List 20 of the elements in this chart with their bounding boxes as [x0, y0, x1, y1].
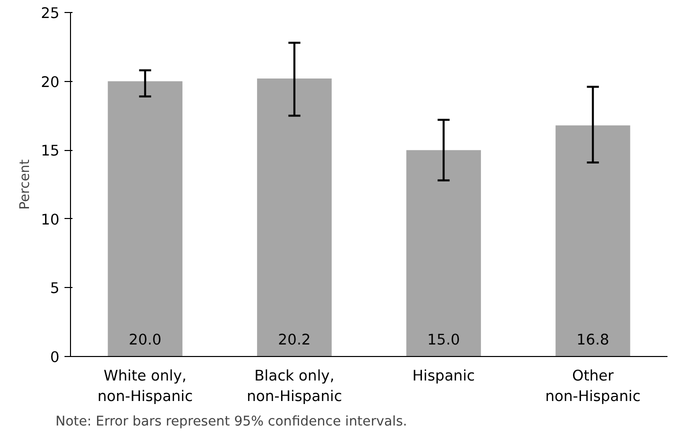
y-tick-label: 15	[40, 142, 60, 160]
bar	[257, 78, 332, 356]
y-tick-label: 5	[50, 280, 60, 298]
x-tick-label: Other non-Hispanic	[545, 368, 641, 405]
y-axis-title: Percent	[18, 159, 33, 210]
y-tick-label: 20	[40, 74, 60, 91]
x-tick-label: White only, non-Hispanic	[97, 368, 193, 405]
bar	[556, 125, 630, 356]
x-tick-label: Black only, non-Hispanic	[246, 368, 342, 405]
data-label: 15.0	[427, 332, 460, 348]
text: Note: Error bars represent 95% confidence intervals.	[56, 414, 408, 430]
y-tick-label: 25	[40, 5, 60, 22]
data-label: 20.2	[278, 332, 311, 348]
data-label: 16.8	[576, 332, 610, 348]
y-tick-label: 10	[40, 211, 60, 228]
bar	[406, 150, 481, 356]
x-tick-label: Hispanic	[412, 368, 475, 384]
bar	[108, 81, 182, 356]
data-label: 20.0	[128, 332, 162, 348]
y-tick-label: 0	[50, 349, 60, 366]
